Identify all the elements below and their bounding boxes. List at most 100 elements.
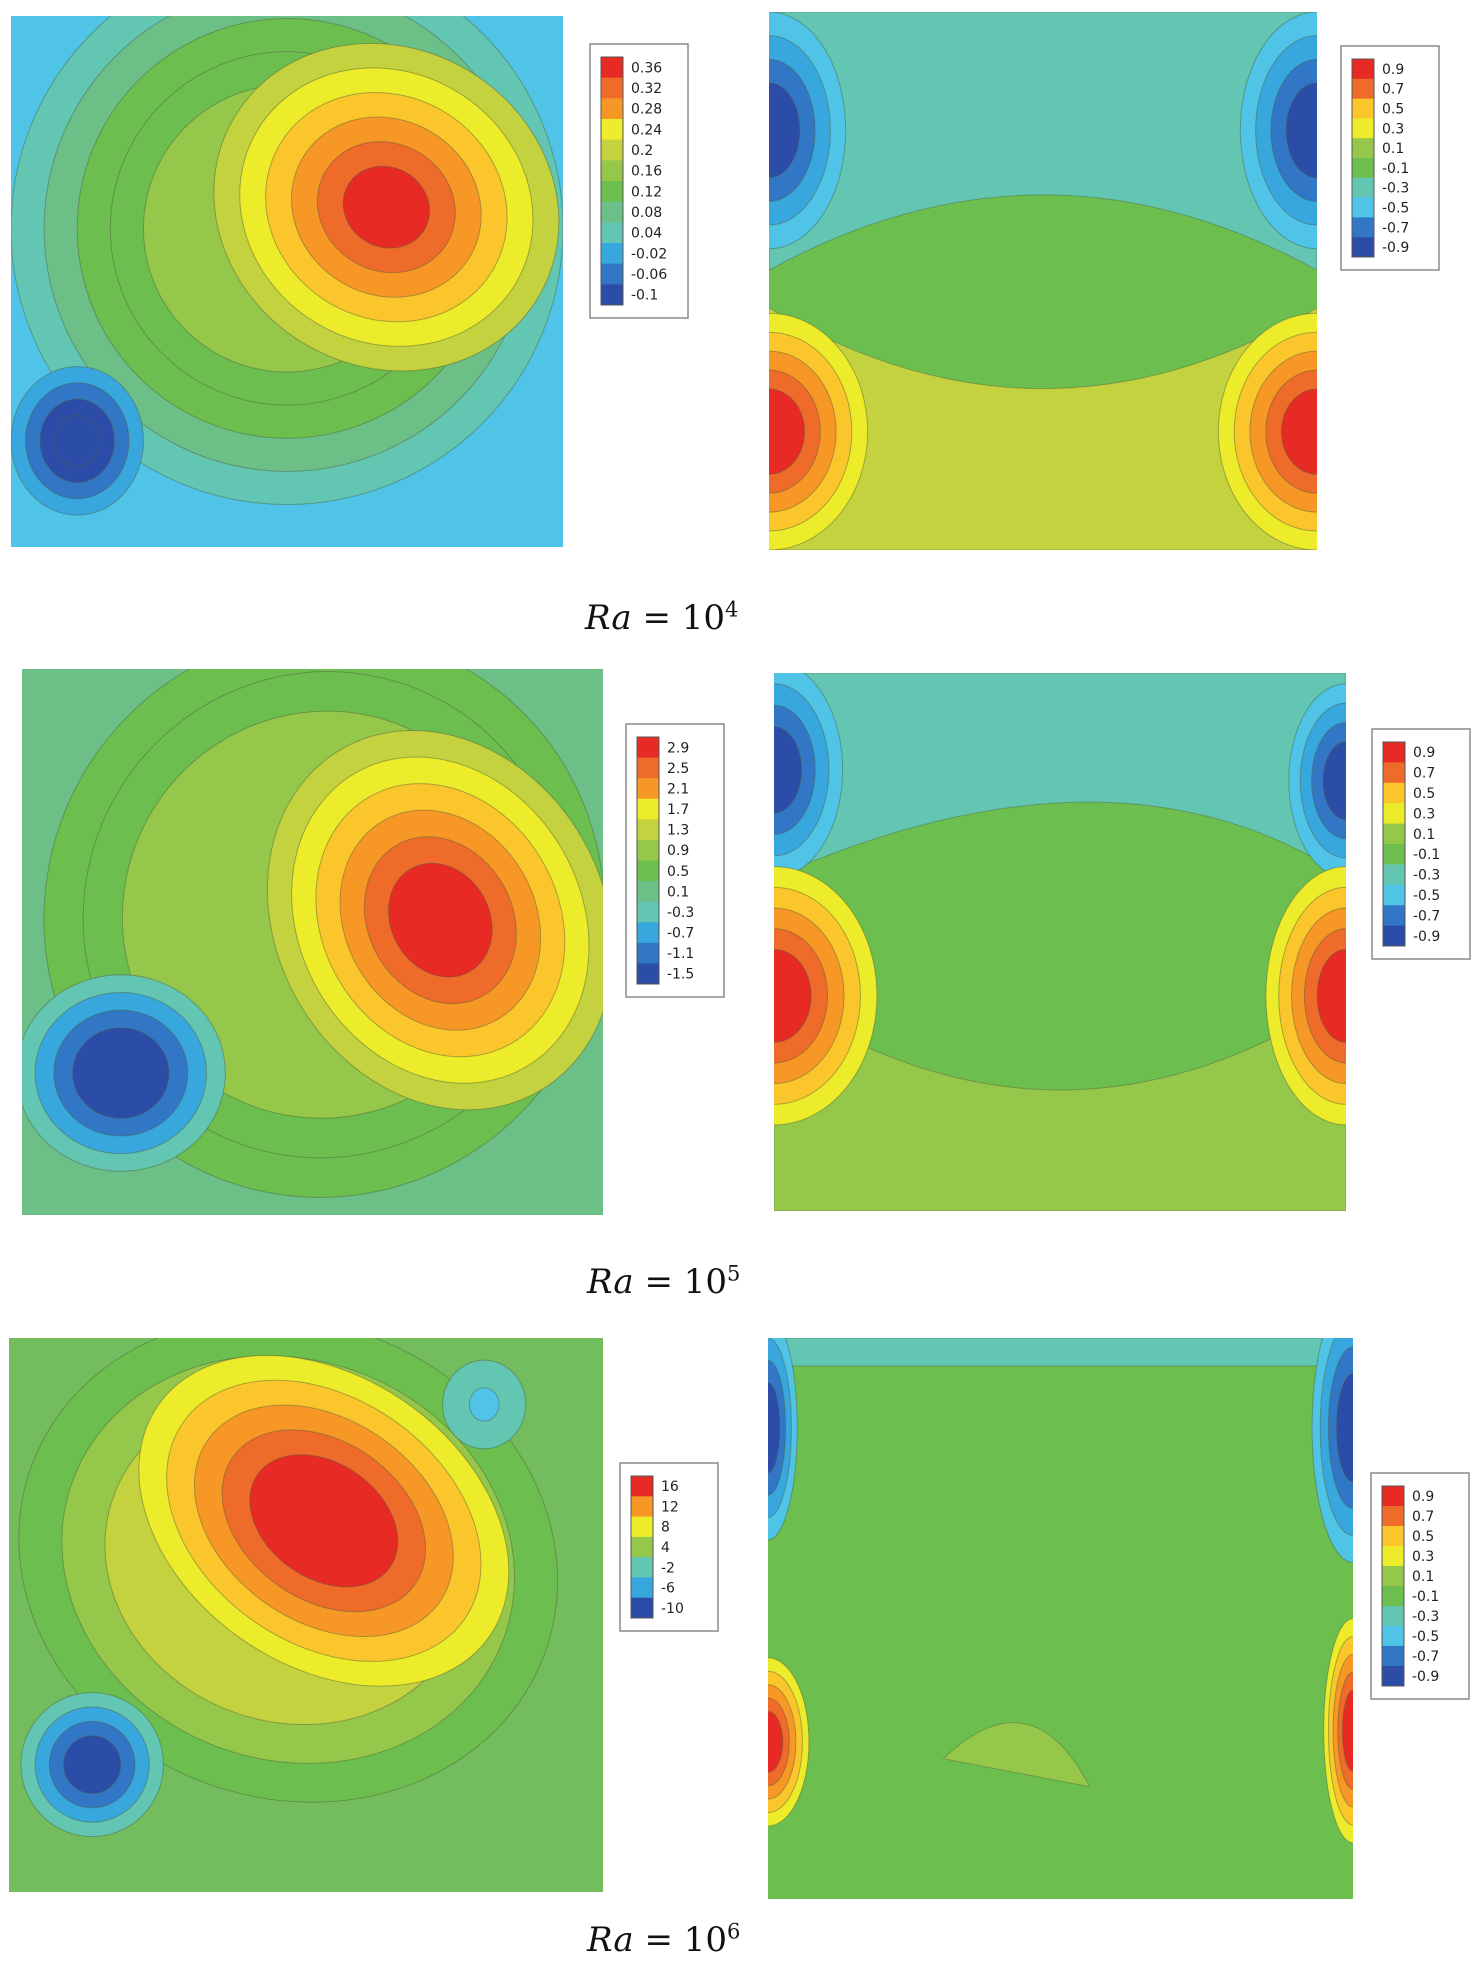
legend-swatch [601, 181, 623, 203]
legend-tick-label: 0.1 [1382, 141, 1404, 157]
isotherm-band [768, 1338, 1353, 1367]
legend-tick-label: 0.3 [1413, 806, 1435, 822]
legend-left-ra5: 2.9 2.5 2.1 1.7 1.3 0.9 0.5 0.1 -0.3 -0.7 -1.1 -1.5 [625, 723, 725, 998]
streamline-secondary-cell [468, 1387, 500, 1422]
streamline-min-vortex [63, 1735, 122, 1794]
legend-tick-label: -10 [661, 1601, 684, 1617]
legend-swatch [1382, 1486, 1404, 1507]
legend-swatch [1383, 844, 1405, 865]
legend-left-ra6: 16 12 8 4 -2 -6 -10 [619, 1462, 719, 1632]
legend-swatch [637, 901, 659, 923]
legend-tick-label: -0.9 [1413, 929, 1440, 945]
legend-swatch [637, 839, 659, 861]
isotherm-cold-lobe [768, 1382, 781, 1474]
legend-swatch [637, 922, 659, 944]
legend-tick-label: 0.08 [631, 205, 662, 221]
streamline-max-core [387, 862, 493, 978]
legend-tick-label: 0.3 [1382, 121, 1404, 137]
legend-swatch [1383, 864, 1405, 886]
streamline-max-core [342, 165, 430, 249]
legend-right-ra4: 0.9 0.7 0.5 0.3 0.1 -0.1 -0.3 -0.5 -0.7 -0.9 [1340, 45, 1440, 271]
legend-swatch [637, 778, 659, 800]
streamline-contour-ra4 [11, 16, 563, 547]
legend-tick-label: 0.36 [631, 60, 662, 76]
caption-ra4-base: 10 [681, 598, 726, 638]
legend-swatch [1382, 1546, 1404, 1567]
legend-tick-label: 2.9 [667, 740, 689, 756]
isotherm-cold-lobe [774, 726, 802, 814]
caption-ra5: Ra = 105 [587, 1262, 740, 1302]
caption-ra6-equals: = [644, 1920, 673, 1960]
legend-swatch [631, 1536, 653, 1558]
streamline-min-vortex [54, 415, 101, 467]
legend-tick-label: 0.1 [1412, 1569, 1434, 1585]
caption-ra5-base: 10 [683, 1262, 728, 1302]
legend-tick-label: 0.9 [667, 843, 689, 859]
legend-tick-label: 2.5 [667, 761, 689, 777]
legend-swatch [601, 139, 623, 161]
streamline-max-core [249, 1454, 399, 1588]
legend-swatch [637, 963, 659, 985]
legend-tick-label: -0.5 [1382, 201, 1409, 217]
legend-tick-label: 0.9 [1382, 62, 1404, 78]
legend-tick-label: 16 [661, 1479, 679, 1495]
legend-swatch [601, 222, 623, 244]
legend-tick-label: -0.3 [1413, 868, 1440, 884]
caption-ra5-exponent: 5 [727, 1261, 741, 1286]
legend-bar-border [630, 1475, 654, 1619]
legend-swatch [637, 757, 659, 779]
legend-tick-label: 0.1 [1413, 827, 1435, 843]
legend-swatch [637, 942, 659, 964]
streamline-contour-ra5 [22, 669, 603, 1215]
legend-swatch [601, 284, 623, 306]
legend-bar-border [1382, 741, 1406, 947]
legend-swatch [1352, 197, 1374, 218]
legend-tick-label: 0.7 [1413, 766, 1435, 782]
isotherm-hot-lobe [768, 1711, 784, 1773]
legend-tick-label: -0.06 [631, 267, 667, 283]
legend-swatch [601, 77, 623, 99]
legend-swatch [1382, 1566, 1404, 1587]
legend-swatch [1352, 237, 1374, 258]
streamline-contour-ra6 [9, 1338, 603, 1892]
caption-ra4-prefix: Ra [585, 598, 632, 638]
legend-swatch [601, 201, 623, 223]
legend-swatch [1382, 1606, 1404, 1627]
legend-swatch [601, 98, 623, 120]
legend-tick-label: 0.24 [631, 122, 662, 138]
legend-swatch [1382, 1526, 1404, 1547]
legend-swatch [601, 263, 623, 285]
caption-ra6-exponent: 6 [727, 1919, 741, 1944]
legend-tick-label: -1.1 [667, 946, 694, 962]
legend-swatch [637, 860, 659, 882]
legend-tick-label: 1.3 [667, 823, 689, 839]
isotherm-hot-lobe [774, 948, 812, 1043]
isotherm-contour-ra6 [768, 1338, 1353, 1899]
legend-swatch [1382, 1626, 1404, 1647]
legend-swatch [1382, 1586, 1404, 1607]
legend-swatch [1352, 177, 1374, 199]
legend-tick-label: -0.3 [1412, 1609, 1439, 1625]
legend-tick-label: -0.1 [1382, 161, 1409, 177]
legend-swatch [601, 243, 623, 265]
isotherm-band [942, 1722, 1091, 1788]
legend-swatch [1383, 742, 1405, 763]
legend-tick-label: 0.3 [1412, 1549, 1434, 1565]
legend-tick-label: -0.02 [631, 246, 667, 262]
legend-swatch [1352, 78, 1374, 100]
plot-background [768, 1338, 1353, 1899]
legend-swatch [637, 881, 659, 903]
legend-swatch [637, 819, 659, 841]
legend-tick-label: 8 [661, 1520, 670, 1536]
legend-swatch [1352, 217, 1374, 238]
legend-tick-label: 0.7 [1382, 82, 1404, 98]
caption-ra4: Ra = 104 [585, 598, 738, 638]
caption-ra6-prefix: Ra [587, 1920, 634, 1960]
legend-tick-label: 0.7 [1412, 1509, 1434, 1525]
legend-tick-label: -0.1 [631, 288, 658, 304]
legend-tick-label: 0.16 [631, 164, 662, 180]
legend-tick-label: 1.7 [667, 802, 689, 818]
caption-ra6: Ra = 106 [587, 1920, 740, 1960]
streamline-min-vortex [72, 1027, 170, 1119]
